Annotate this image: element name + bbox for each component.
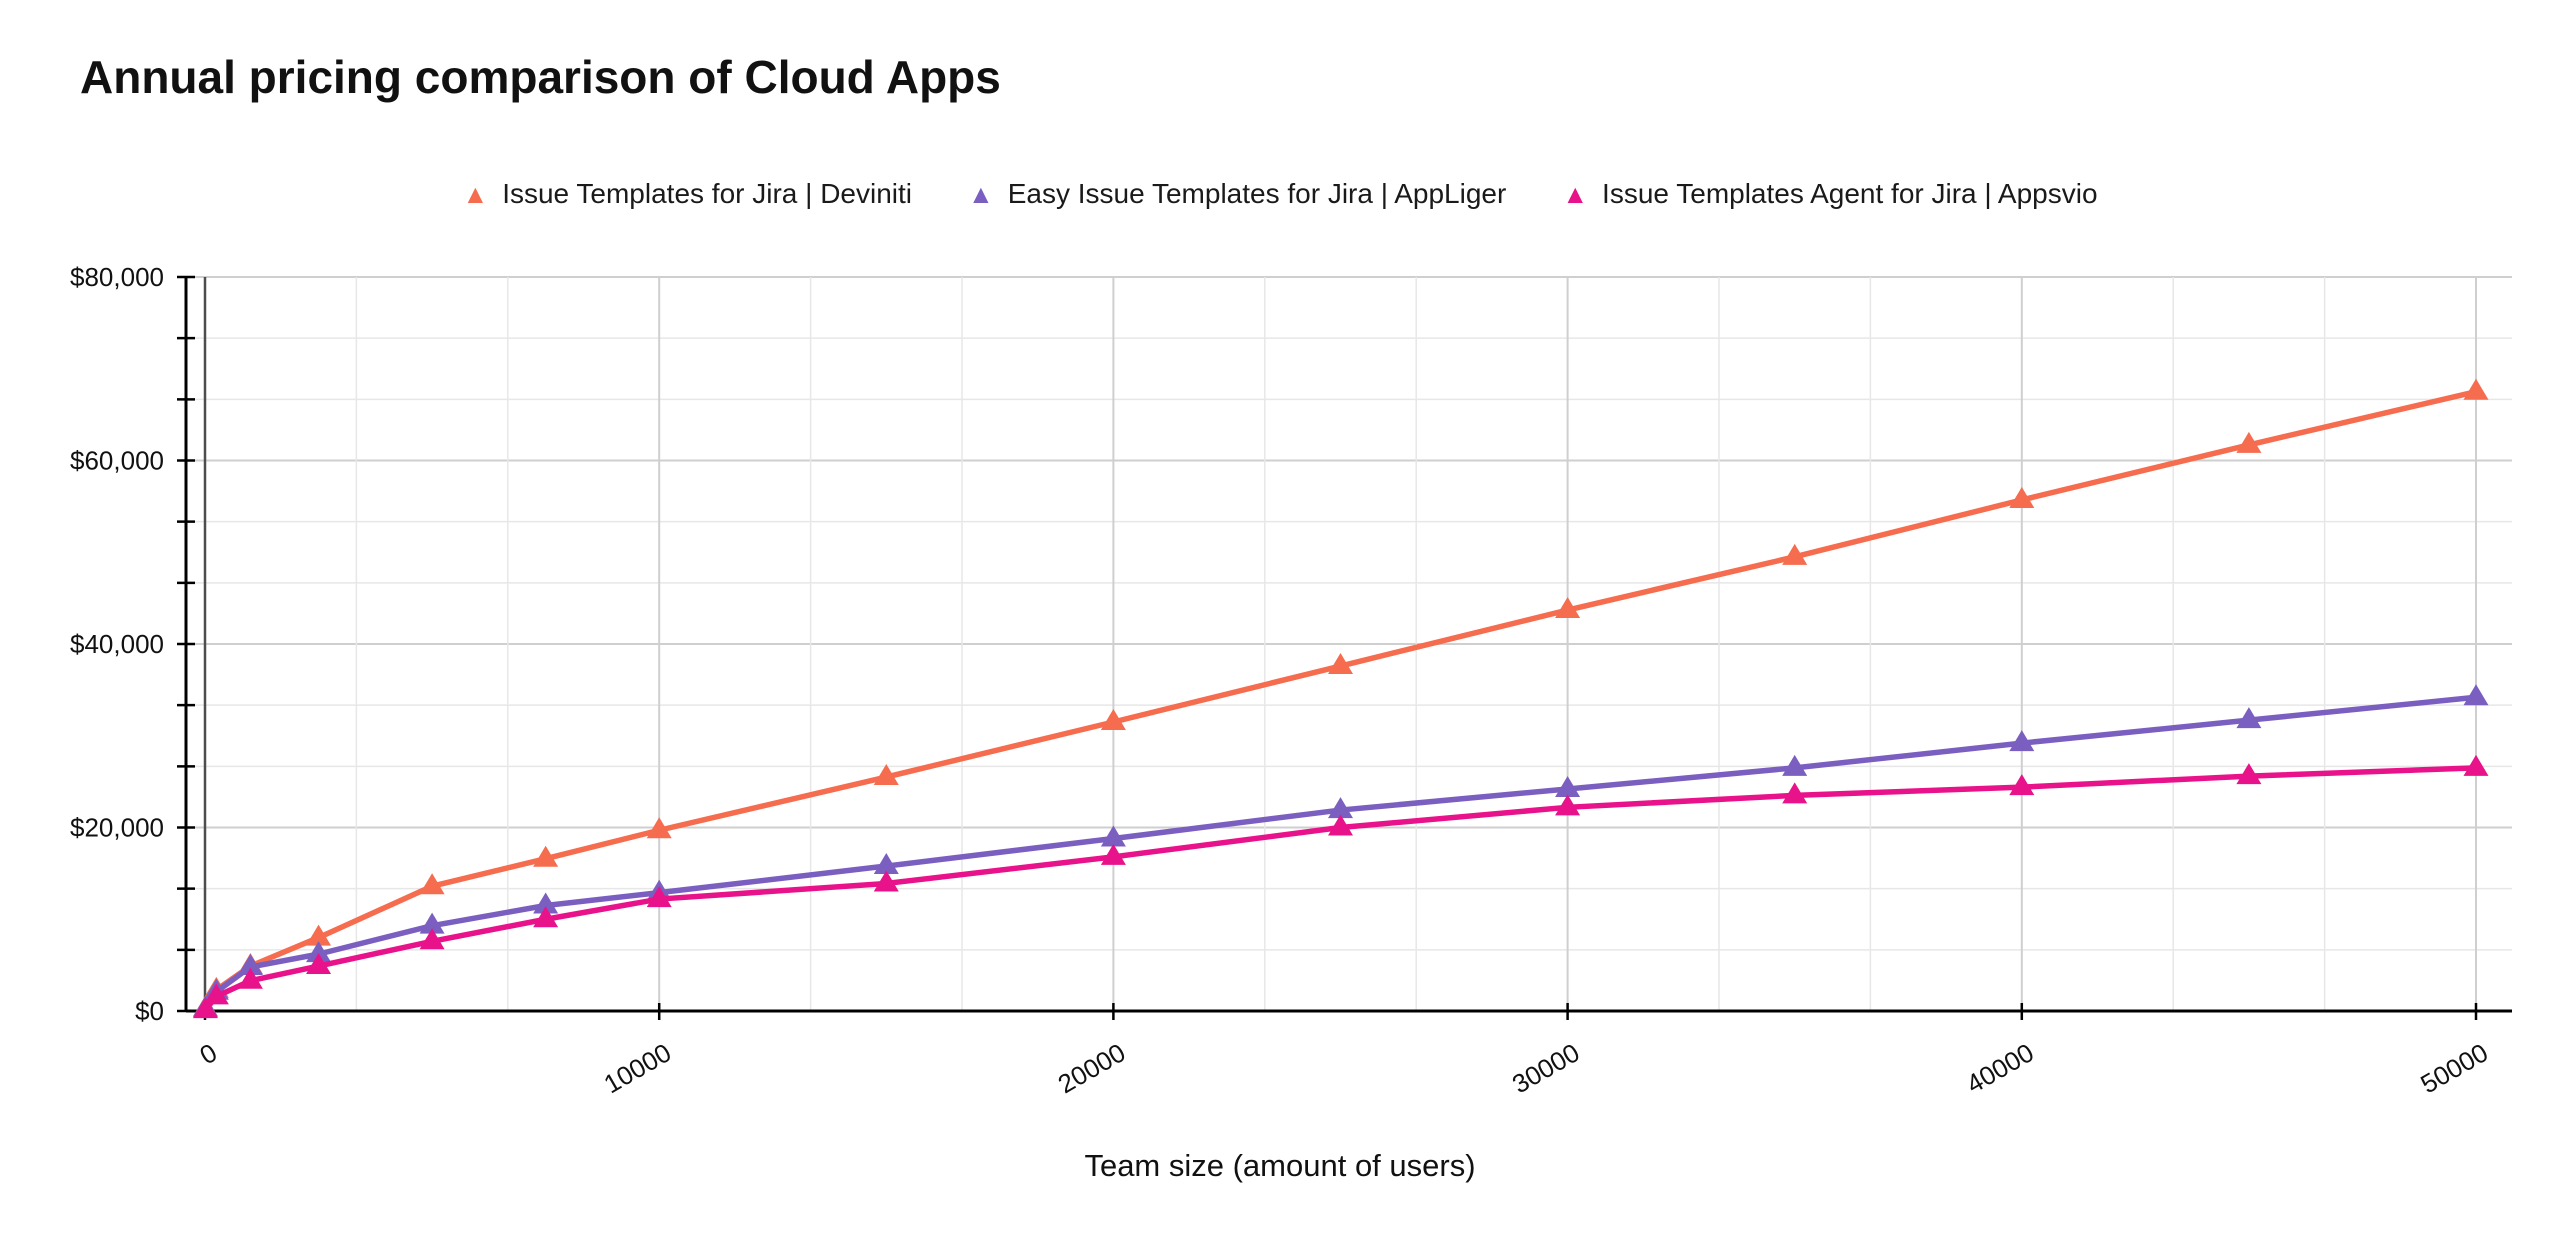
x-tick-label: 30000 xyxy=(1507,1037,1585,1099)
data-point-marker[interactable] xyxy=(533,892,559,914)
x-tick-label: 40000 xyxy=(1961,1037,2039,1099)
data-point-marker[interactable] xyxy=(1782,782,1808,804)
data-point-marker[interactable] xyxy=(2236,707,2262,729)
legend-item-appsvio[interactable]: ▲ Issue Templates Agent for Jira | Appsv… xyxy=(1562,178,2097,210)
data-point-marker[interactable] xyxy=(1100,825,1126,847)
data-point-marker[interactable] xyxy=(1100,843,1126,865)
legend-label: Issue Templates for Jira | Deviniti xyxy=(502,178,913,209)
data-point-marker[interactable] xyxy=(2009,774,2035,796)
data-point-marker[interactable] xyxy=(1782,754,1808,776)
x-tick-label: 20000 xyxy=(1053,1037,1131,1099)
triangle-marker-icon: ▲ xyxy=(968,179,994,209)
data-point-marker[interactable] xyxy=(306,924,332,946)
data-point-marker[interactable] xyxy=(873,764,899,786)
y-tick-label: $20,000 xyxy=(70,813,164,843)
data-point-marker[interactable] xyxy=(419,912,445,934)
legend-label: Issue Templates Agent for Jira | Appsvio xyxy=(1602,178,2098,209)
data-point-marker[interactable] xyxy=(203,983,229,1005)
triangle-marker-icon: ▲ xyxy=(462,179,489,209)
x-tick-label: 10000 xyxy=(599,1037,677,1099)
data-point-marker[interactable] xyxy=(2463,754,2489,776)
x-tick-label: 0 xyxy=(194,1037,222,1070)
data-point-marker[interactable] xyxy=(306,953,332,975)
data-point-marker[interactable] xyxy=(2463,378,2489,400)
data-point-marker[interactable] xyxy=(2009,486,2035,508)
data-point-marker[interactable] xyxy=(2236,763,2262,785)
data-point-marker[interactable] xyxy=(873,870,899,892)
data-point-marker[interactable] xyxy=(2009,730,2035,752)
legend-label: Easy Issue Templates for Jira | AppLiger xyxy=(1007,178,1507,209)
data-point-marker[interactable] xyxy=(646,886,672,908)
chart-title: Annual pricing comparison of Cloud Apps xyxy=(80,51,1001,103)
y-tick-label: $60,000 xyxy=(70,446,164,476)
data-point-marker[interactable] xyxy=(2463,684,2489,706)
data-point-marker[interactable] xyxy=(1555,794,1581,816)
data-point-marker[interactable] xyxy=(1328,797,1353,819)
data-point-marker[interactable] xyxy=(1782,543,1808,565)
data-point-marker[interactable] xyxy=(1555,597,1581,619)
data-point-marker[interactable] xyxy=(237,967,263,989)
data-point-marker[interactable] xyxy=(192,997,218,1019)
chart-legend: ▲ Issue Templates for Jira | Deviniti ▲ … xyxy=(0,178,2560,210)
data-point-marker[interactable] xyxy=(419,928,445,950)
data-point-marker[interactable] xyxy=(237,953,263,975)
data-point-marker[interactable] xyxy=(306,941,332,963)
data-point-marker[interactable] xyxy=(1555,775,1581,797)
legend-item-appliger[interactable]: ▲ Easy Issue Templates for Jira | AppLig… xyxy=(968,178,1506,210)
x-axis-title: Team size (amount of users) xyxy=(1084,1148,1476,1183)
data-point-marker[interactable] xyxy=(2236,431,2262,453)
y-tick-label: $40,000 xyxy=(70,629,164,659)
data-point-marker[interactable] xyxy=(873,853,899,875)
x-tick-label: 50000 xyxy=(2415,1037,2493,1099)
data-point-marker[interactable] xyxy=(533,906,559,928)
y-tick-label: $80,000 xyxy=(70,262,164,292)
data-point-marker[interactable] xyxy=(1328,814,1353,836)
y-tick-label: $0 xyxy=(135,996,164,1026)
triangle-marker-icon: ▲ xyxy=(1562,179,1589,209)
data-point-marker[interactable] xyxy=(646,817,672,839)
data-point-marker[interactable] xyxy=(1100,708,1126,730)
data-point-marker[interactable] xyxy=(533,845,559,867)
data-point-marker[interactable] xyxy=(419,873,445,895)
legend-item-deviniti[interactable]: ▲ Issue Templates for Jira | Deviniti xyxy=(462,178,912,210)
data-point-marker[interactable] xyxy=(1328,653,1353,675)
